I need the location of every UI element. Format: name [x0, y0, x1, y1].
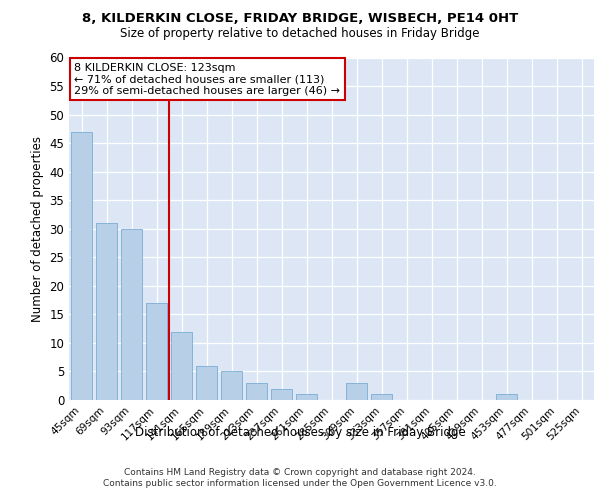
Bar	[221, 372, 242, 400]
Bar	[296, 394, 317, 400]
Bar	[146, 303, 167, 400]
Bar	[271, 388, 292, 400]
Bar	[246, 383, 267, 400]
Bar	[171, 332, 192, 400]
Bar	[121, 229, 142, 400]
Text: Size of property relative to detached houses in Friday Bridge: Size of property relative to detached ho…	[120, 28, 480, 40]
Bar	[346, 383, 367, 400]
Bar	[371, 394, 392, 400]
Y-axis label: Number of detached properties: Number of detached properties	[31, 136, 44, 322]
Bar	[496, 394, 517, 400]
Bar	[96, 223, 117, 400]
Text: 8, KILDERKIN CLOSE, FRIDAY BRIDGE, WISBECH, PE14 0HT: 8, KILDERKIN CLOSE, FRIDAY BRIDGE, WISBE…	[82, 12, 518, 26]
Text: Contains HM Land Registry data © Crown copyright and database right 2024.
Contai: Contains HM Land Registry data © Crown c…	[103, 468, 497, 487]
Text: Distribution of detached houses by size in Friday Bridge: Distribution of detached houses by size …	[134, 426, 466, 439]
Bar	[196, 366, 217, 400]
Text: 8 KILDERKIN CLOSE: 123sqm
← 71% of detached houses are smaller (113)
29% of semi: 8 KILDERKIN CLOSE: 123sqm ← 71% of detac…	[74, 62, 340, 96]
Bar	[71, 132, 92, 400]
